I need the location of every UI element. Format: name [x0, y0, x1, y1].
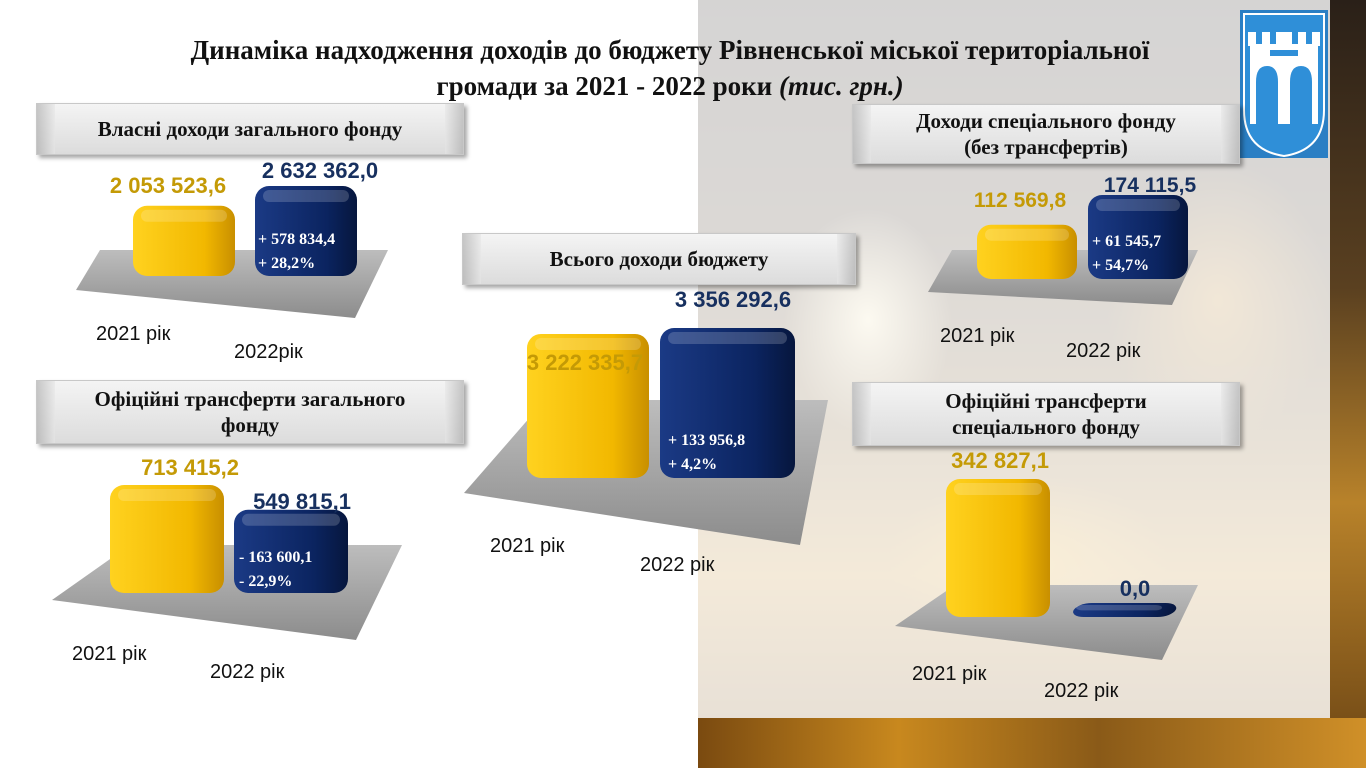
value-label-2021: 713 415,2 [141, 455, 239, 480]
bar-highlight [118, 489, 216, 501]
category-label-2022: 2022рік [234, 341, 303, 363]
value-label-2022: 174 115,5 [1104, 174, 1197, 197]
change-label-pct: - 22,9% [239, 573, 292, 590]
page-title: Динаміка надходження доходів до бюджету … [60, 32, 1280, 104]
change-label-pct: + 54,7% [1092, 257, 1149, 274]
label-transfers-general-line1: Офіційні трансферти загального [94, 387, 406, 411]
change-label-abs: + 578 834,4 [258, 231, 335, 248]
bar-2022 [1088, 195, 1188, 279]
value-label-2022: 549 815,1 [253, 489, 351, 514]
bar-highlight [1096, 199, 1180, 211]
label-total-revenue-text: Всього доходи бюджету [549, 247, 769, 271]
bar-2021 [977, 224, 1077, 279]
title-line-1: Динаміка надходження доходів до бюджету … [190, 35, 1150, 65]
bar-highlight [668, 332, 787, 344]
category-label-2022: 2022 рік [210, 661, 285, 683]
change-label-pct: + 28,2% [258, 255, 315, 272]
category-label-2021: 2021 рік [490, 535, 565, 557]
category-label-2022: 2022 рік [1044, 680, 1119, 702]
change-label-abs: + 133 956,8 [668, 432, 745, 449]
chart-2: 112 569,8 2021 рік 174 115,5 2022 рік + 61 5… [928, 174, 1198, 362]
label-special-fund-line1: Доходи спеціального фонду [916, 109, 1176, 133]
label-transfers-general-line2: фонду [220, 413, 280, 437]
bar-2022 [1073, 603, 1177, 617]
label-special-fund-line2: (без трансфертів) [964, 135, 1128, 159]
bar-2021 [133, 205, 235, 276]
label-own-revenue: Власні доходи загального фонду [36, 103, 464, 155]
category-label-2022: 2022 рік [640, 554, 715, 576]
value-label-2021: 342 827,1 [951, 448, 1049, 473]
value-label-2021: 2 053 523,6 [110, 173, 226, 198]
bar-highlight [141, 209, 227, 222]
label-transfers-special-line1: Офіційні трансферти [945, 389, 1147, 413]
chart-1: 2 053 523,6 2021 рік 2 632 362,0 2022рік + 5… [76, 158, 388, 363]
value-label-2021: 3 222 335,7 [527, 350, 643, 375]
bar-highlight [263, 190, 349, 202]
change-label-abs: + 61 545,7 [1092, 233, 1161, 250]
value-label-2022: 3 356 292,6 [675, 287, 791, 312]
title-line-2-text: громади за 2021 - 2022 роки [436, 71, 773, 101]
value-label-2022: 0,0 [1120, 576, 1151, 601]
value-label-2022: 2 632 362,0 [262, 158, 378, 183]
bar-highlight [242, 513, 340, 526]
change-label-abs: - 163 600,1 [239, 549, 312, 566]
background-photo-right [1330, 0, 1366, 718]
label-transfers-special-line2: спеціального фонду [952, 415, 1140, 439]
category-label-2021: 2021 рік [912, 663, 987, 685]
label-special-fund: Доходи спеціального фонду (без трансферт… [852, 104, 1240, 164]
value-label-2021: 112 569,8 [974, 189, 1067, 212]
background-photo-bottom [698, 718, 1366, 768]
bar-2021 [946, 479, 1050, 617]
category-label-2021: 2021 рік [96, 323, 171, 345]
bar-2022 [660, 328, 795, 478]
category-label-2021: 2021 рік [940, 325, 1015, 347]
label-transfers-general: Офіційні трансферти загального фонду [36, 380, 464, 444]
bar-highlight [535, 337, 641, 350]
category-label-2021: 2021 рік [72, 643, 147, 665]
bar-highlight [1076, 605, 1162, 611]
bar-highlight [985, 228, 1069, 241]
title-unit: (тис. грн.) [778, 71, 904, 101]
bar-2022 [234, 509, 348, 593]
chart-4: 713 415,2 2021 рік 549 815,1 2022 рік - 163 … [52, 455, 402, 683]
bar-2021 [527, 333, 649, 478]
chart-3: 3 222 335,7 2021 рік 3 356 292,6 2022 рік + … [464, 287, 828, 576]
chart-5: 342 827,1 2021 рік 0,0 2022 рік [895, 448, 1198, 702]
label-own-revenue-text: Власні доходи загального фонду [97, 117, 403, 141]
bar-2021 [110, 485, 224, 593]
label-transfers-special: Офіційні трансферти спеціального фонду [852, 382, 1240, 446]
label-total-revenue: Всього доходи бюджету [462, 233, 856, 285]
city-coat-of-arms-icon [1240, 10, 1328, 158]
title-line-2: громади за 2021 - 2022 роки (тис. грн.) [60, 68, 1280, 104]
chart-floor [52, 545, 402, 640]
bar-2022 [255, 186, 357, 276]
bar-highlight [954, 483, 1042, 495]
category-label-2022: 2022 рік [1066, 340, 1141, 362]
change-label-pct: + 4,2% [668, 456, 717, 473]
